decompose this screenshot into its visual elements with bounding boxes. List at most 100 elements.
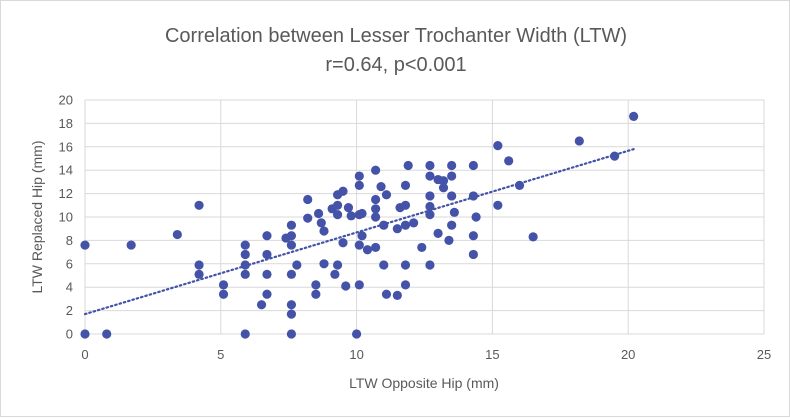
data-point: [262, 289, 272, 299]
data-point: [354, 171, 364, 181]
data-point: [262, 231, 272, 241]
data-point: [313, 208, 324, 219]
data-point: [354, 240, 364, 250]
x-tick-label: 20: [621, 347, 635, 362]
data-point: [240, 329, 250, 339]
data-point: [303, 213, 313, 223]
tick-labels: 0 2 4 6 8 10 12 14 16 18 20 0 5 10 15 20 25: [59, 93, 772, 363]
data-point: [409, 218, 419, 228]
data-point: [354, 280, 364, 290]
data-point: [262, 249, 272, 260]
data-point: [376, 181, 386, 192]
data-point: [468, 231, 478, 241]
data-point: [286, 269, 297, 279]
data-point: [493, 141, 503, 151]
data-point: [392, 224, 402, 234]
data-point: [352, 329, 362, 339]
data-point: [332, 260, 343, 270]
data-point: [468, 191, 478, 201]
trendline: [83, 148, 635, 316]
data-point: [610, 151, 620, 161]
data-point: [400, 200, 411, 210]
y-tick-label: 20: [59, 93, 73, 108]
y-tick-label: 6: [66, 256, 73, 271]
data-point: [400, 220, 411, 230]
data-point: [381, 190, 392, 200]
y-tick-label: 14: [59, 163, 73, 178]
data-point: [447, 171, 457, 181]
data-point: [371, 242, 381, 253]
data-point: [346, 211, 356, 221]
data-point: [447, 160, 457, 171]
data-point: [102, 329, 112, 339]
data-point: [338, 186, 348, 196]
data-point: [194, 200, 204, 210]
data-point: [303, 194, 313, 205]
data-point: [80, 240, 90, 250]
y-tick-label: 18: [59, 116, 73, 131]
x-axis-title: LTW Opposite Hip (mm): [349, 375, 499, 391]
data-point: [194, 269, 204, 279]
data-point: [381, 289, 392, 299]
data-point: [468, 160, 478, 171]
data-point: [262, 269, 272, 279]
data-point: [574, 136, 584, 146]
data-point: [292, 260, 302, 270]
data-point: [471, 212, 481, 222]
data-point: [371, 204, 381, 214]
data-point: [425, 160, 435, 171]
data-points: [80, 111, 639, 339]
data-point: [338, 238, 348, 248]
data-point: [371, 212, 381, 222]
data-point: [629, 111, 639, 121]
data-point: [332, 210, 343, 220]
data-point: [80, 329, 90, 339]
data-point: [447, 220, 457, 230]
y-tick-label: 10: [59, 210, 73, 225]
data-point: [286, 329, 297, 339]
data-point: [332, 200, 343, 210]
y-axis-title: LTW Replaced Hip (mm): [29, 141, 45, 294]
data-point: [438, 183, 449, 193]
data-point: [286, 300, 297, 310]
data-point: [311, 289, 321, 299]
data-point: [504, 156, 514, 166]
data-point: [425, 260, 435, 270]
data-point: [286, 309, 297, 319]
data-point: [126, 240, 136, 250]
data-point: [240, 240, 250, 250]
y-tick-label: 2: [66, 303, 73, 318]
data-point: [444, 235, 454, 245]
chart-title: Correlation between Lesser Trochanter Wi…: [165, 25, 627, 47]
data-point: [286, 220, 297, 230]
data-point: [371, 165, 381, 175]
data-point: [343, 203, 354, 213]
data-point: [316, 218, 326, 228]
data-point: [362, 245, 373, 255]
data-point: [514, 180, 525, 191]
y-tick-label: 4: [66, 280, 73, 295]
data-point: [493, 200, 503, 210]
data-point: [341, 281, 351, 291]
x-tick-label: 25: [757, 347, 771, 362]
data-point: [400, 260, 411, 270]
data-point: [319, 259, 329, 269]
data-point: [379, 220, 389, 230]
data-point: [311, 280, 321, 290]
data-point: [218, 289, 229, 299]
data-point: [354, 180, 364, 191]
data-point: [286, 240, 297, 250]
data-point: [400, 180, 411, 191]
data-point: [392, 290, 402, 300]
data-point: [240, 260, 250, 270]
data-point: [447, 191, 457, 201]
data-point: [417, 242, 427, 253]
data-point: [357, 208, 367, 219]
data-point: [240, 269, 250, 279]
data-point: [218, 280, 229, 290]
y-tick-label: 16: [59, 139, 73, 154]
data-point: [433, 228, 443, 238]
data-point: [403, 160, 413, 171]
